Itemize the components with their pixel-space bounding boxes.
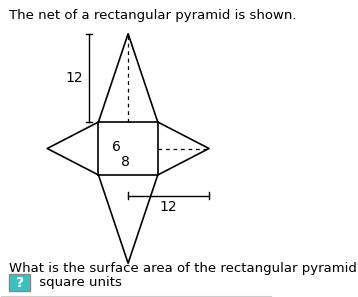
Text: What is the surface area of the rectangular pyramid?: What is the surface area of the rectangu… [9,262,358,275]
Text: 6: 6 [112,140,120,154]
Text: 12: 12 [160,200,177,214]
Text: ?: ? [15,276,24,290]
Text: 8: 8 [121,155,130,169]
Text: square units: square units [35,276,122,289]
Text: The net of a rectangular pyramid is shown.: The net of a rectangular pyramid is show… [9,9,297,22]
FancyBboxPatch shape [9,274,30,291]
Text: 12: 12 [66,71,83,85]
